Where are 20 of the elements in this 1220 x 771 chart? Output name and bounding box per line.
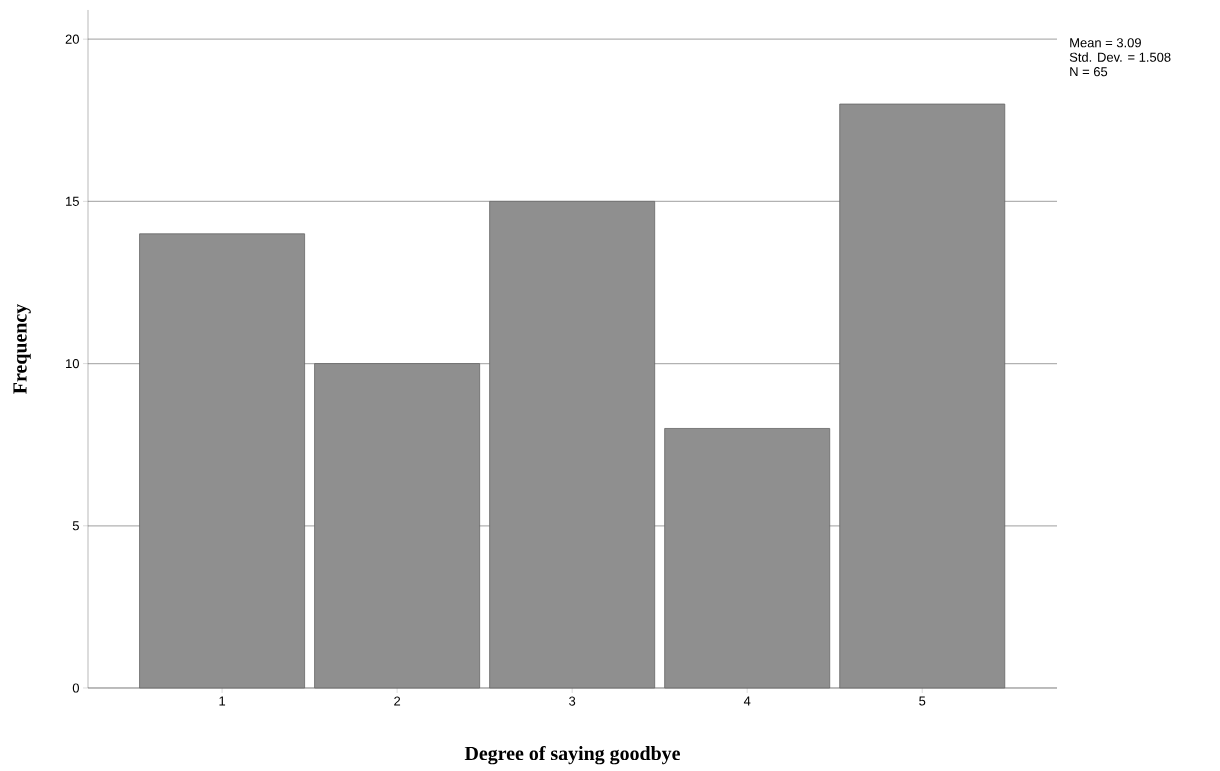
bar xyxy=(489,200,656,689)
y-tick-label: 0 xyxy=(72,683,79,693)
bar xyxy=(664,428,831,689)
y-tick-label: 15 xyxy=(66,196,79,206)
bar xyxy=(839,103,1006,689)
bar xyxy=(314,363,481,689)
x-tick-label: 3 xyxy=(569,696,576,706)
text: N = 65 xyxy=(1070,67,1108,77)
x-tick-label: 5 xyxy=(919,696,926,706)
y-axis-title: Frequency xyxy=(13,303,31,394)
text: Std. Dev. = 1.508 xyxy=(1069,52,1171,62)
y-tick-label: 20 xyxy=(65,34,79,44)
x-tick-label: 2 xyxy=(394,696,401,706)
text: Mean = 3.09 xyxy=(1070,38,1141,48)
x-tick-label: 1 xyxy=(219,696,226,706)
x-tick-label: 4 xyxy=(743,696,751,706)
bar xyxy=(139,233,306,689)
y-tick-label: 10 xyxy=(66,358,79,369)
x-axis-title: Degree of saying goodbye xyxy=(464,745,680,765)
y-tick-label: 5 xyxy=(72,521,79,531)
